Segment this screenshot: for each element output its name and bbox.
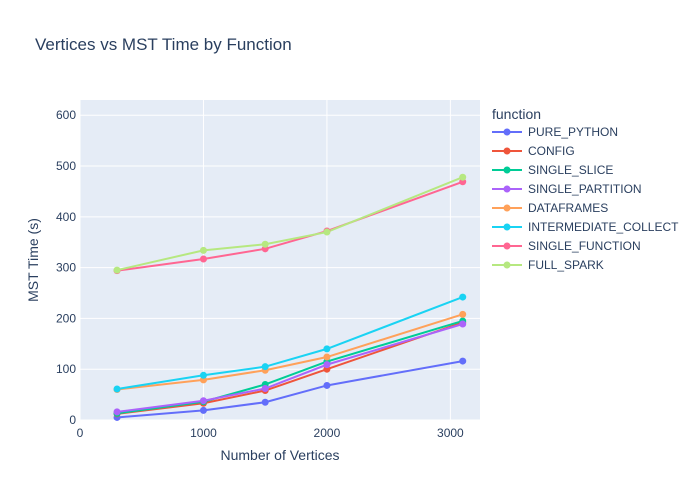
legend-title: function xyxy=(492,106,541,122)
y-tick-label: 400 xyxy=(56,210,76,224)
data-point xyxy=(199,255,207,263)
x-tick-label: 1000 xyxy=(190,426,217,440)
data-point xyxy=(261,363,269,371)
axis-ticks: 0 100 200 300 400 500 600 0 1000 2000 3000 xyxy=(56,108,464,440)
legend[interactable]: function PURE_PYTHON CONFIG SINGLE_SLICE SI… xyxy=(492,106,679,272)
data-point xyxy=(199,371,207,379)
legend-item[interactable]: CONFIG xyxy=(492,144,575,158)
data-point xyxy=(459,173,467,181)
legend-swatch-marker xyxy=(503,223,511,231)
y-axis-title: MST Time (s) xyxy=(25,218,41,302)
legend-swatch-marker xyxy=(503,204,511,212)
data-point xyxy=(323,361,331,369)
legend-item[interactable]: SINGLE_SLICE xyxy=(492,163,613,177)
data-point xyxy=(113,266,121,274)
data-point xyxy=(199,397,207,405)
data-point xyxy=(459,320,467,328)
data-point xyxy=(261,385,269,393)
legend-label: PURE_PYTHON xyxy=(528,125,618,139)
legend-label: CONFIG xyxy=(528,144,575,158)
legend-item[interactable]: FULL_SPARK xyxy=(492,258,604,272)
data-point xyxy=(261,240,269,248)
legend-swatch-marker xyxy=(503,185,511,193)
legend-swatch-marker xyxy=(503,261,511,269)
data-point xyxy=(323,353,331,361)
legend-item[interactable]: INTERMEDIATE_COLLECT xyxy=(492,220,679,234)
data-point xyxy=(459,357,467,365)
y-tick-label: 300 xyxy=(56,261,76,275)
legend-swatch-marker xyxy=(503,128,511,136)
y-tick-label: 0 xyxy=(69,413,76,427)
y-tick-label: 500 xyxy=(56,159,76,173)
legend-swatch-marker xyxy=(503,242,511,250)
data-point xyxy=(459,293,467,301)
legend-item[interactable]: SINGLE_FUNCTION xyxy=(492,239,641,253)
data-point xyxy=(459,310,467,318)
y-tick-label: 200 xyxy=(56,311,76,325)
data-point xyxy=(323,228,331,236)
legend-swatch-marker xyxy=(503,166,511,174)
x-tick-label: 3000 xyxy=(437,426,464,440)
legend-item[interactable]: SINGLE_PARTITION xyxy=(492,182,642,196)
legend-label: SINGLE_FUNCTION xyxy=(528,239,641,253)
chart-title: Vertices vs MST Time by Function xyxy=(35,35,292,54)
x-tick-label: 0 xyxy=(77,426,84,440)
legend-label: FULL_SPARK xyxy=(528,258,604,272)
series-points xyxy=(113,173,467,421)
data-point xyxy=(113,408,121,416)
plot-area xyxy=(80,100,480,420)
data-point xyxy=(199,406,207,414)
data-point xyxy=(113,385,121,393)
data-point xyxy=(323,345,331,353)
y-tick-label: 100 xyxy=(56,362,76,376)
x-axis-title: Number of Vertices xyxy=(220,447,339,463)
legend-label: INTERMEDIATE_COLLECT xyxy=(528,220,679,234)
legend-label: SINGLE_SLICE xyxy=(528,163,613,177)
data-point xyxy=(323,381,331,389)
legend-swatch-marker xyxy=(503,147,511,155)
legend-label: SINGLE_PARTITION xyxy=(528,182,642,196)
legend-item[interactable]: DATAFRAMES xyxy=(492,201,608,215)
legend-item[interactable]: PURE_PYTHON xyxy=(492,125,618,139)
data-point xyxy=(261,398,269,406)
y-tick-label: 600 xyxy=(56,108,76,122)
data-point xyxy=(199,246,207,254)
x-tick-label: 2000 xyxy=(314,426,341,440)
legend-label: DATAFRAMES xyxy=(528,201,608,215)
